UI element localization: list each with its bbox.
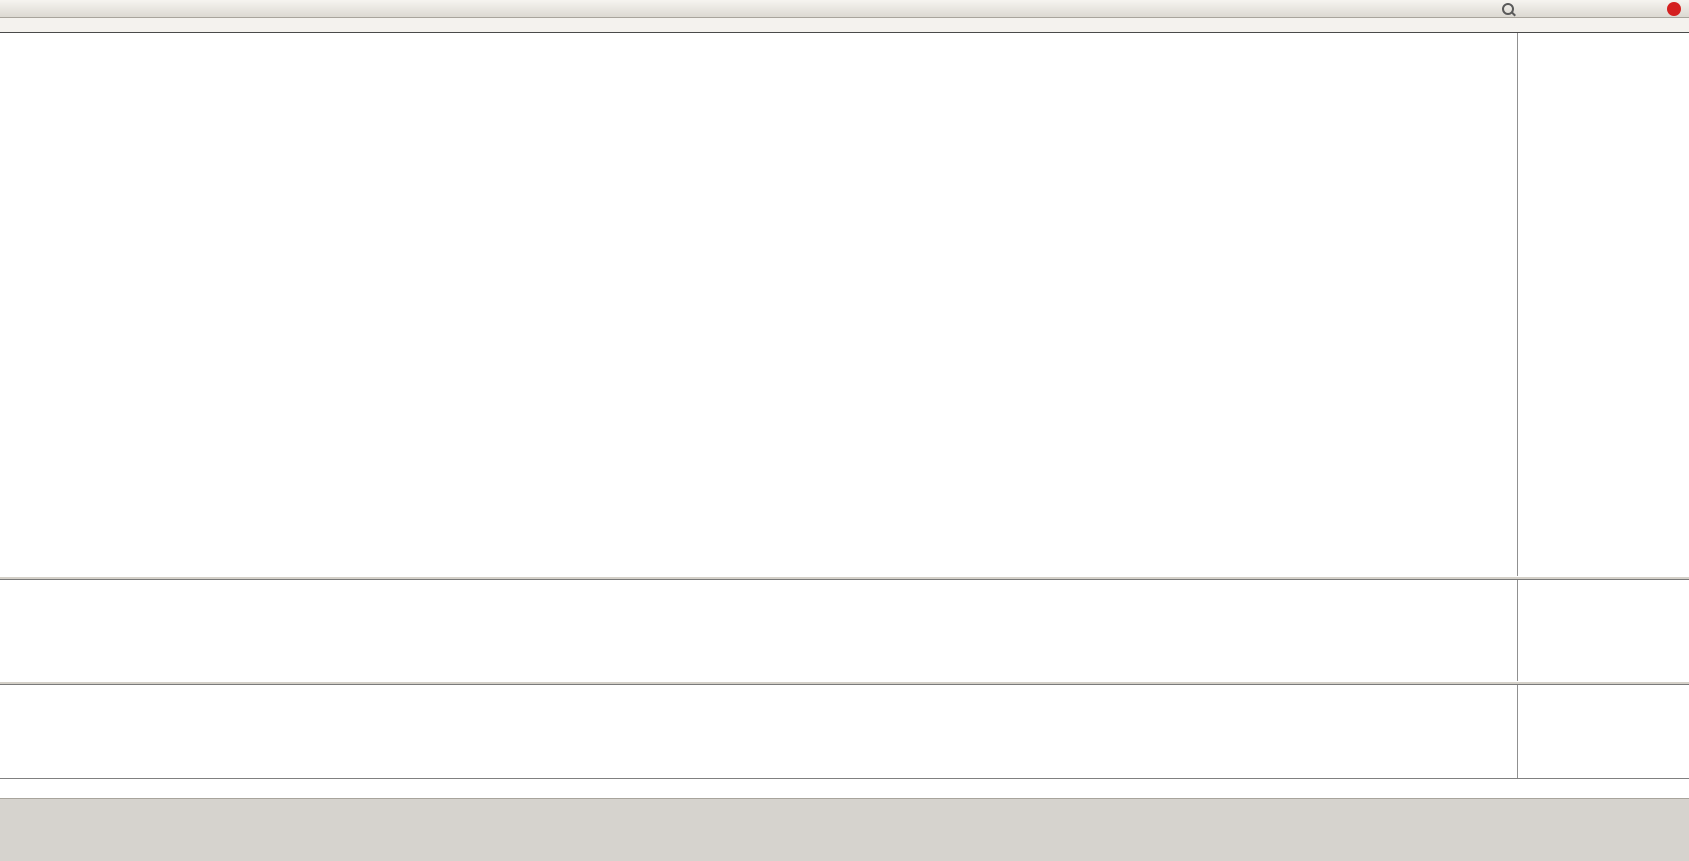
main-toolbar xyxy=(0,0,1689,18)
macd-label xyxy=(5,581,20,592)
pane-separator[interactable] xyxy=(0,681,1689,685)
notification-badge[interactable] xyxy=(1667,1,1681,16)
price-chart-pane[interactable] xyxy=(0,33,1517,576)
rsi-pane[interactable] xyxy=(0,685,1517,778)
chart-window xyxy=(0,18,1689,798)
search-icon[interactable] xyxy=(1497,0,1519,17)
toolbar-right-group xyxy=(1497,0,1685,17)
price-axis[interactable] xyxy=(1517,33,1689,778)
time-axis[interactable] xyxy=(0,778,1689,798)
chart-title-bar xyxy=(0,18,1689,33)
status-area xyxy=(0,798,1689,861)
rsi-label xyxy=(5,686,15,697)
macd-pane[interactable] xyxy=(0,580,1517,681)
pane-separator[interactable] xyxy=(0,576,1689,580)
